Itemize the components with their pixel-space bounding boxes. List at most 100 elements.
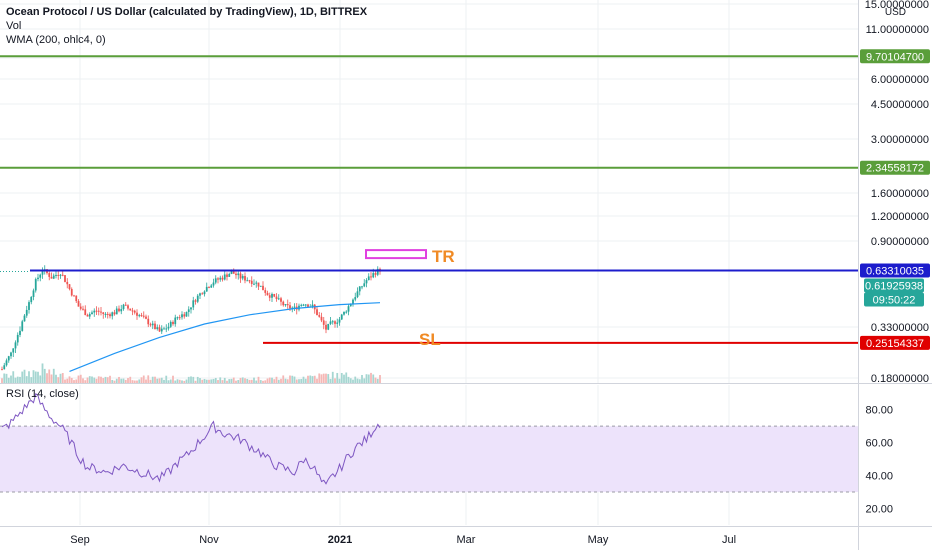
candle-body: [14, 342, 17, 349]
y-tick-label: 0.33000000: [871, 322, 929, 334]
volume-bar: [106, 377, 109, 383]
candle-body: [149, 324, 152, 326]
volume-bar: [57, 377, 60, 383]
annotation-sl[interactable]: SL: [419, 330, 441, 349]
candle-body: [325, 324, 327, 330]
volume-bar: [201, 379, 204, 383]
volume-bar: [28, 371, 30, 383]
candle-body: [257, 282, 260, 287]
annotation-tr[interactable]: TR: [432, 247, 455, 266]
volume-bar: [354, 376, 357, 383]
candle-body: [136, 312, 138, 316]
wma-series: [69, 302, 381, 372]
volume-bar: [158, 378, 161, 383]
candle-body: [300, 304, 303, 306]
volume-bar: [226, 380, 228, 383]
candle-body: [275, 296, 278, 300]
candle-body: [244, 276, 246, 281]
volume-bar: [219, 377, 222, 383]
candle-body: [277, 298, 280, 300]
volume-bar: [273, 379, 276, 383]
candle-body: [268, 295, 271, 298]
candle-body: [194, 300, 197, 302]
y-tick-label: 15.00000000: [865, 0, 929, 11]
volume-bar: [172, 375, 174, 383]
volume-bar: [241, 377, 244, 383]
volume-bar: [302, 376, 305, 383]
rsi-tick-label: 40.00: [865, 471, 893, 483]
candle-body: [374, 273, 377, 275]
y-tick-label: 3.00000000: [871, 134, 929, 146]
volume-bar: [55, 374, 57, 383]
volume-bar: [340, 372, 343, 383]
wma-legend[interactable]: WMA (200, ohlc4, 0): [6, 34, 106, 46]
candle-body: [95, 310, 98, 312]
volume-bar: [372, 374, 375, 383]
target_lines-tag: [860, 160, 930, 175]
rsi-tick-label: 60.00: [865, 438, 893, 450]
volume-bar: [169, 379, 172, 383]
volume-bar: [289, 375, 291, 383]
candle-body: [318, 315, 321, 317]
volume-bar: [232, 377, 235, 383]
volume-bar: [212, 378, 215, 383]
volume-bar: [178, 379, 181, 383]
candle-body: [205, 286, 208, 292]
volume-bar: [59, 373, 62, 383]
candle-body: [75, 295, 78, 302]
resistance-tag: [860, 263, 930, 278]
candle-body: [262, 285, 264, 291]
volume-bar: [64, 379, 66, 383]
volume-bar: [268, 377, 271, 383]
candle-body: [120, 309, 123, 312]
volume-bar: [257, 376, 260, 383]
candle-body: [163, 328, 165, 330]
candle-body: [138, 315, 141, 317]
tr-box[interactable]: [365, 249, 427, 260]
volume-bar: [113, 380, 116, 383]
candle-body: [124, 304, 127, 306]
candle-body: [151, 323, 154, 326]
volume-bar: [284, 378, 287, 383]
candle-body: [28, 302, 30, 310]
candle-body: [86, 314, 89, 317]
volume-bar: [214, 377, 217, 383]
candle-body: [93, 310, 96, 313]
volume-bar: [3, 373, 6, 383]
candle-body: [97, 310, 100, 312]
x-tick-label: Mar: [457, 534, 476, 546]
candle-body: [223, 274, 226, 280]
volume-bar: [361, 374, 363, 383]
annotations[interactable]: TR SL: [365, 247, 455, 349]
volume-bar: [230, 378, 233, 383]
x-tick-label: 2021: [328, 534, 352, 546]
rsi-legend[interactable]: RSI (14, close): [6, 388, 79, 400]
price-lines[interactable]: [0, 55, 858, 344]
volume-bar: [275, 376, 278, 383]
volume-legend[interactable]: Vol: [6, 20, 22, 32]
candle-body: [172, 321, 174, 325]
volume-bar: [367, 374, 370, 383]
volume-bar: [370, 372, 372, 383]
volume-bar: [68, 376, 71, 383]
candle-body: [291, 307, 294, 309]
volume-bar: [291, 375, 294, 383]
volume-bar: [131, 380, 134, 383]
resistance-tag-label: 0.63310035: [866, 265, 924, 277]
volume-bar: [325, 373, 327, 383]
candle-body: [248, 280, 251, 282]
candle-body: [199, 293, 201, 296]
volume-bar: [61, 373, 64, 383]
volume-bar: [140, 377, 143, 383]
candle-body: [250, 280, 253, 284]
candle-body: [316, 309, 318, 316]
volume-bar: [313, 375, 316, 383]
candle-body: [336, 322, 339, 324]
volume-bar: [50, 374, 53, 383]
candle-body: [358, 286, 361, 292]
rsi-series: [1, 392, 381, 485]
candle-body: [226, 274, 228, 277]
volume-bar: [142, 375, 145, 383]
price-labels: 9.70104700 2.34558172 0.63310035 0.61925938…: [860, 49, 930, 350]
